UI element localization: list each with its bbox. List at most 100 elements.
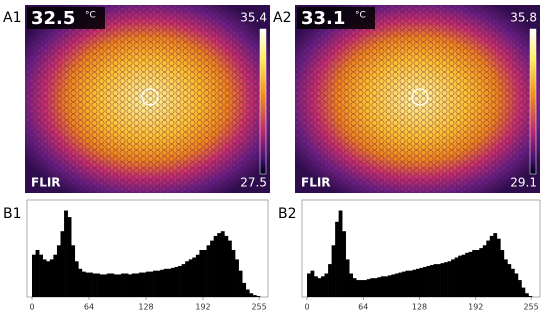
histogram-bar [89,272,93,297]
histogram-bar [106,273,111,297]
histogram-bar [56,245,61,297]
histogram-bar [99,274,104,297]
histogram-bar [426,265,431,297]
temp-value: 32.5 [31,8,75,29]
max-temp: 35.4 [240,11,267,25]
histogram-bar [149,271,154,297]
histogram-bar [252,295,257,297]
histogram-bar [203,250,207,297]
comb-texture [25,5,270,193]
histogram-bar [507,264,512,297]
histogram-bar [85,272,90,297]
histogram-bar [238,270,243,297]
histogram-bar [178,265,182,297]
colorbar [529,28,537,175]
histogram-bar [401,271,406,297]
histogram-bar [124,273,129,297]
histogram-bar [380,276,385,297]
histogram-bar [352,278,357,297]
histogram-bar [398,272,403,297]
histogram-bar [359,280,364,297]
histogram-bar [363,280,368,297]
colorbar [259,28,267,175]
histogram-bar [53,254,58,297]
histogram-bar [185,261,190,297]
histogram-bar [370,278,375,297]
histogram-bar [249,293,254,297]
histogram-bar [167,268,172,297]
temp-box [297,7,375,29]
histogram-bar [444,262,448,297]
histogram-bar [373,278,378,297]
histogram-bar [96,273,100,297]
histogram-bar [412,269,417,297]
histogram-bar [81,271,86,297]
histogram-bar [256,296,261,297]
crosshair [141,88,159,106]
histogram-bar [245,289,250,297]
histogram-bar [227,240,232,297]
histogram-bar [146,271,150,297]
histogram-bar [510,268,515,297]
histogram-bar [486,240,491,297]
histogram-bar [131,273,136,297]
histogram-bar [128,274,133,297]
histogram-bar [156,270,161,297]
histogram-bar [49,259,54,297]
panel-label: B2 [278,206,297,222]
histogram-bar [451,259,455,297]
histogram-bar [440,263,445,297]
histogram-bar [113,274,118,297]
histogram-bar [328,264,332,297]
x-tick-label: 255 [251,303,266,312]
histogram-bar [321,276,325,297]
temp-unit: °C [85,11,96,21]
histogram-bar [142,272,147,297]
histogram-bar [335,221,339,297]
histogram-bar [430,265,434,297]
histogram-bar [454,257,459,297]
histogram-bar [356,280,361,297]
histogram-bar [482,245,487,297]
histogram-bar [433,264,438,297]
thermal-images: A1 32.5 °C 35.4 27.5 FLIR A2 33.1 °C 35.8 29.1 FLIR [3,5,540,193]
histogram-bar [331,245,336,297]
histogram-bar [342,231,346,297]
histogram-bar [472,250,477,297]
histogram-bar [479,248,484,297]
histogram-bar [310,270,315,297]
histogram-bar [524,293,529,297]
x-tick-label: 128 [138,303,153,312]
x-tick-label: 192 [468,303,483,312]
histogram-bar [345,259,350,297]
histogram-bar [405,270,410,297]
min-temp: 27.5 [240,176,267,190]
histogram-bar [110,273,115,297]
histogram-bar [60,231,65,297]
histogram-bar [338,210,343,297]
histogram-bar [206,245,211,297]
temp-unit: °C [355,11,366,21]
histogram-bar [192,257,197,297]
histogram-bar [121,273,125,297]
histogram-bar [391,274,396,297]
histogram-bar [224,235,229,297]
comb-texture [295,5,540,193]
histogram-bar [42,259,47,297]
logo: FLIR [31,176,61,190]
histogram-bar [135,273,140,297]
histogram-bar [210,240,214,297]
histogram-bar [489,235,494,297]
x-tick-label: 128 [412,303,427,312]
x-tick-label: 0 [304,303,309,312]
histogram-bar [235,259,239,297]
histogram-bar [220,231,225,297]
histogram-bar [181,264,186,297]
histogram-bar [324,273,329,297]
histogram-bar [384,276,389,297]
histogram-bar [493,233,498,297]
histogram-bar [447,261,452,297]
histogram-bar [163,268,168,297]
histograms: B1 0 64 128 192 255 B2 0 64 128 192 255 [3,199,541,312]
temp-value: 33.1 [301,8,345,29]
